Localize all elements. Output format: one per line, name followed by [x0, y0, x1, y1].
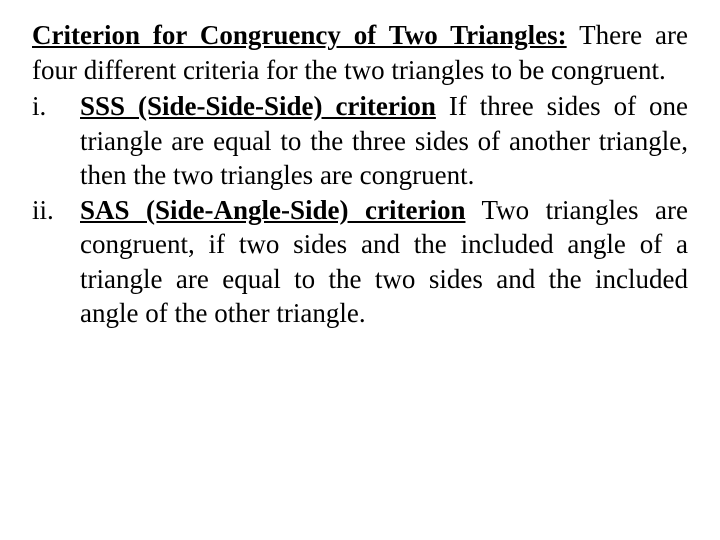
heading: Criterion for Congruency of Two Triangle… [32, 20, 567, 50]
list-item: ii. SAS (Side-Angle-Side) criterion Two … [32, 193, 688, 331]
list-marker-2: ii. [32, 193, 80, 331]
intro-paragraph: Criterion for Congruency of Two Triangle… [32, 18, 688, 87]
criterion-term-2: SAS (Side-Angle-Side) criterion [80, 195, 465, 225]
criterion-term-1: SSS (Side-Side-Side) criterion [80, 91, 436, 121]
criteria-list: i. SSS (Side-Side-Side) criterion If thr… [32, 89, 688, 331]
list-item: i. SSS (Side-Side-Side) criterion If thr… [32, 89, 688, 193]
document-body: Criterion for Congruency of Two Triangle… [32, 18, 688, 331]
list-body-1: SSS (Side-Side-Side) criterion If three … [80, 89, 688, 193]
list-marker-1: i. [32, 89, 80, 193]
list-body-2: SAS (Side-Angle-Side) criterion Two tria… [80, 193, 688, 331]
